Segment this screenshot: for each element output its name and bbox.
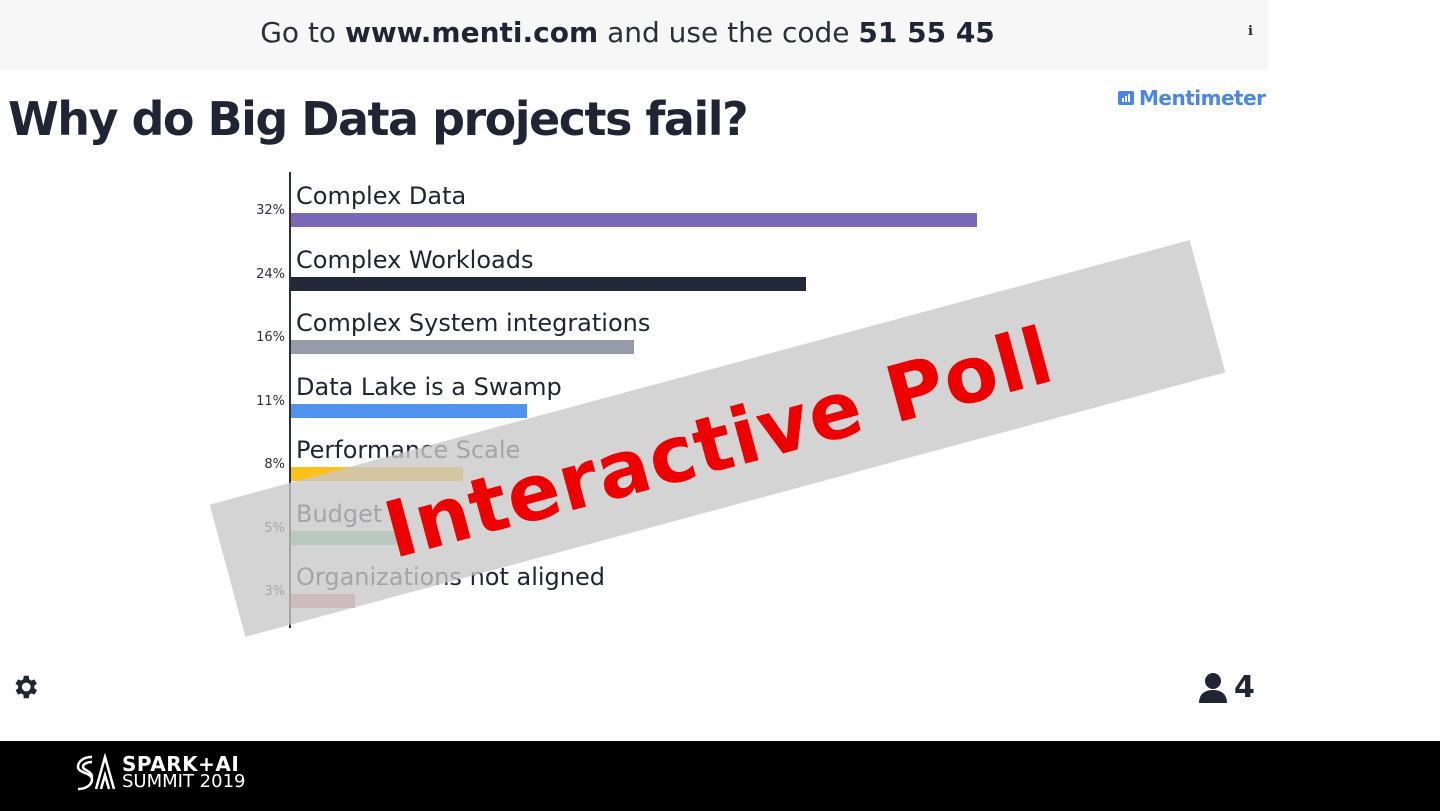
bar: [291, 340, 634, 354]
percent-label: 32%: [256, 203, 285, 218]
bar: [291, 213, 977, 227]
event-name: SPARK+AI: [122, 752, 240, 776]
option-label: Complex Workloads: [296, 245, 534, 274]
brand-name: Mentimeter: [1139, 86, 1266, 110]
bar: [291, 403, 527, 418]
menti-url[interactable]: www.menti.com: [344, 16, 599, 49]
person-icon: [1199, 672, 1227, 703]
spark-ai-logo-icon: [76, 753, 116, 791]
percent-label: 16%: [256, 330, 285, 345]
event-footer: SPARK+AI SUMMIT 2019: [0, 741, 1440, 811]
event-year: SUMMIT 2019: [122, 771, 246, 792]
spark-ai-summit-logo: SPARK+AI SUMMIT 2019: [72, 753, 246, 793]
percent-label: 8%: [264, 457, 285, 472]
participant-number: 4: [1234, 670, 1255, 705]
info-icon[interactable]: i: [1248, 24, 1253, 39]
percent-label: 24%: [256, 266, 285, 282]
bar-chart-icon: [1118, 91, 1134, 105]
option-label: Data Lake is a Swamp: [296, 372, 562, 401]
option-label: Complex Data: [296, 182, 467, 210]
chart-axis: [289, 172, 291, 628]
join-instructions-bar: Go to www.menti.com and use the code 51 …: [0, 0, 1268, 70]
join-middle: and use the code: [607, 16, 850, 49]
bar: [291, 276, 806, 291]
gear-icon[interactable]: [10, 672, 40, 702]
join-instructions: Go to www.menti.com and use the code 51 …: [0, 16, 1255, 49]
percent-label: 11%: [256, 393, 285, 409]
join-prefix: Go to: [260, 16, 337, 49]
question-title: Why do Big Data projects fail?: [8, 92, 749, 146]
participant-count: 4: [1198, 670, 1255, 705]
voting-code: 51 55 45: [858, 16, 995, 49]
option-label: Complex System integrations: [296, 309, 651, 337]
presentation-slide: Go to www.menti.com and use the code 51 …: [0, 0, 1268, 705]
mentimeter-logo: Mentimeter: [1118, 86, 1266, 110]
